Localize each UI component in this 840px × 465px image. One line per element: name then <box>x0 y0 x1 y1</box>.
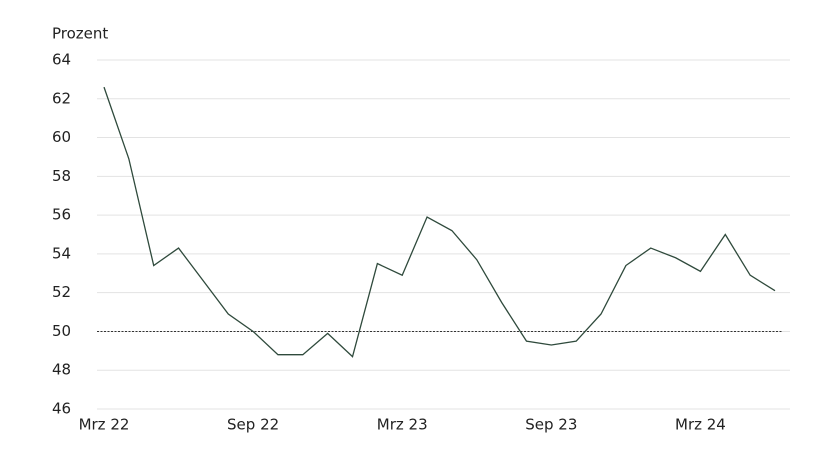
y-tick-label: 54 <box>52 244 71 262</box>
y-tick-label: 46 <box>52 400 71 418</box>
y-tick-label: 58 <box>52 167 71 185</box>
y-axis-label: Prozent <box>52 25 108 43</box>
y-tick-label: 52 <box>52 283 71 301</box>
x-tick-label: Mrz 22 <box>79 416 130 434</box>
x-tick-label: Mrz 23 <box>377 416 428 434</box>
y-tick-label: 56 <box>52 206 71 224</box>
y-tick-label: 50 <box>52 322 71 340</box>
line <box>103 86 776 358</box>
y-tick-label: 60 <box>52 128 71 146</box>
y-tick-label: 64 <box>52 51 71 69</box>
x-tick-label: Mrz 24 <box>675 416 726 434</box>
x-tick-label: Sep 23 <box>525 416 577 434</box>
x-tick-label: Sep 22 <box>227 416 279 434</box>
y-tick-label: 62 <box>52 89 71 107</box>
y-tick-label: 48 <box>52 361 71 379</box>
